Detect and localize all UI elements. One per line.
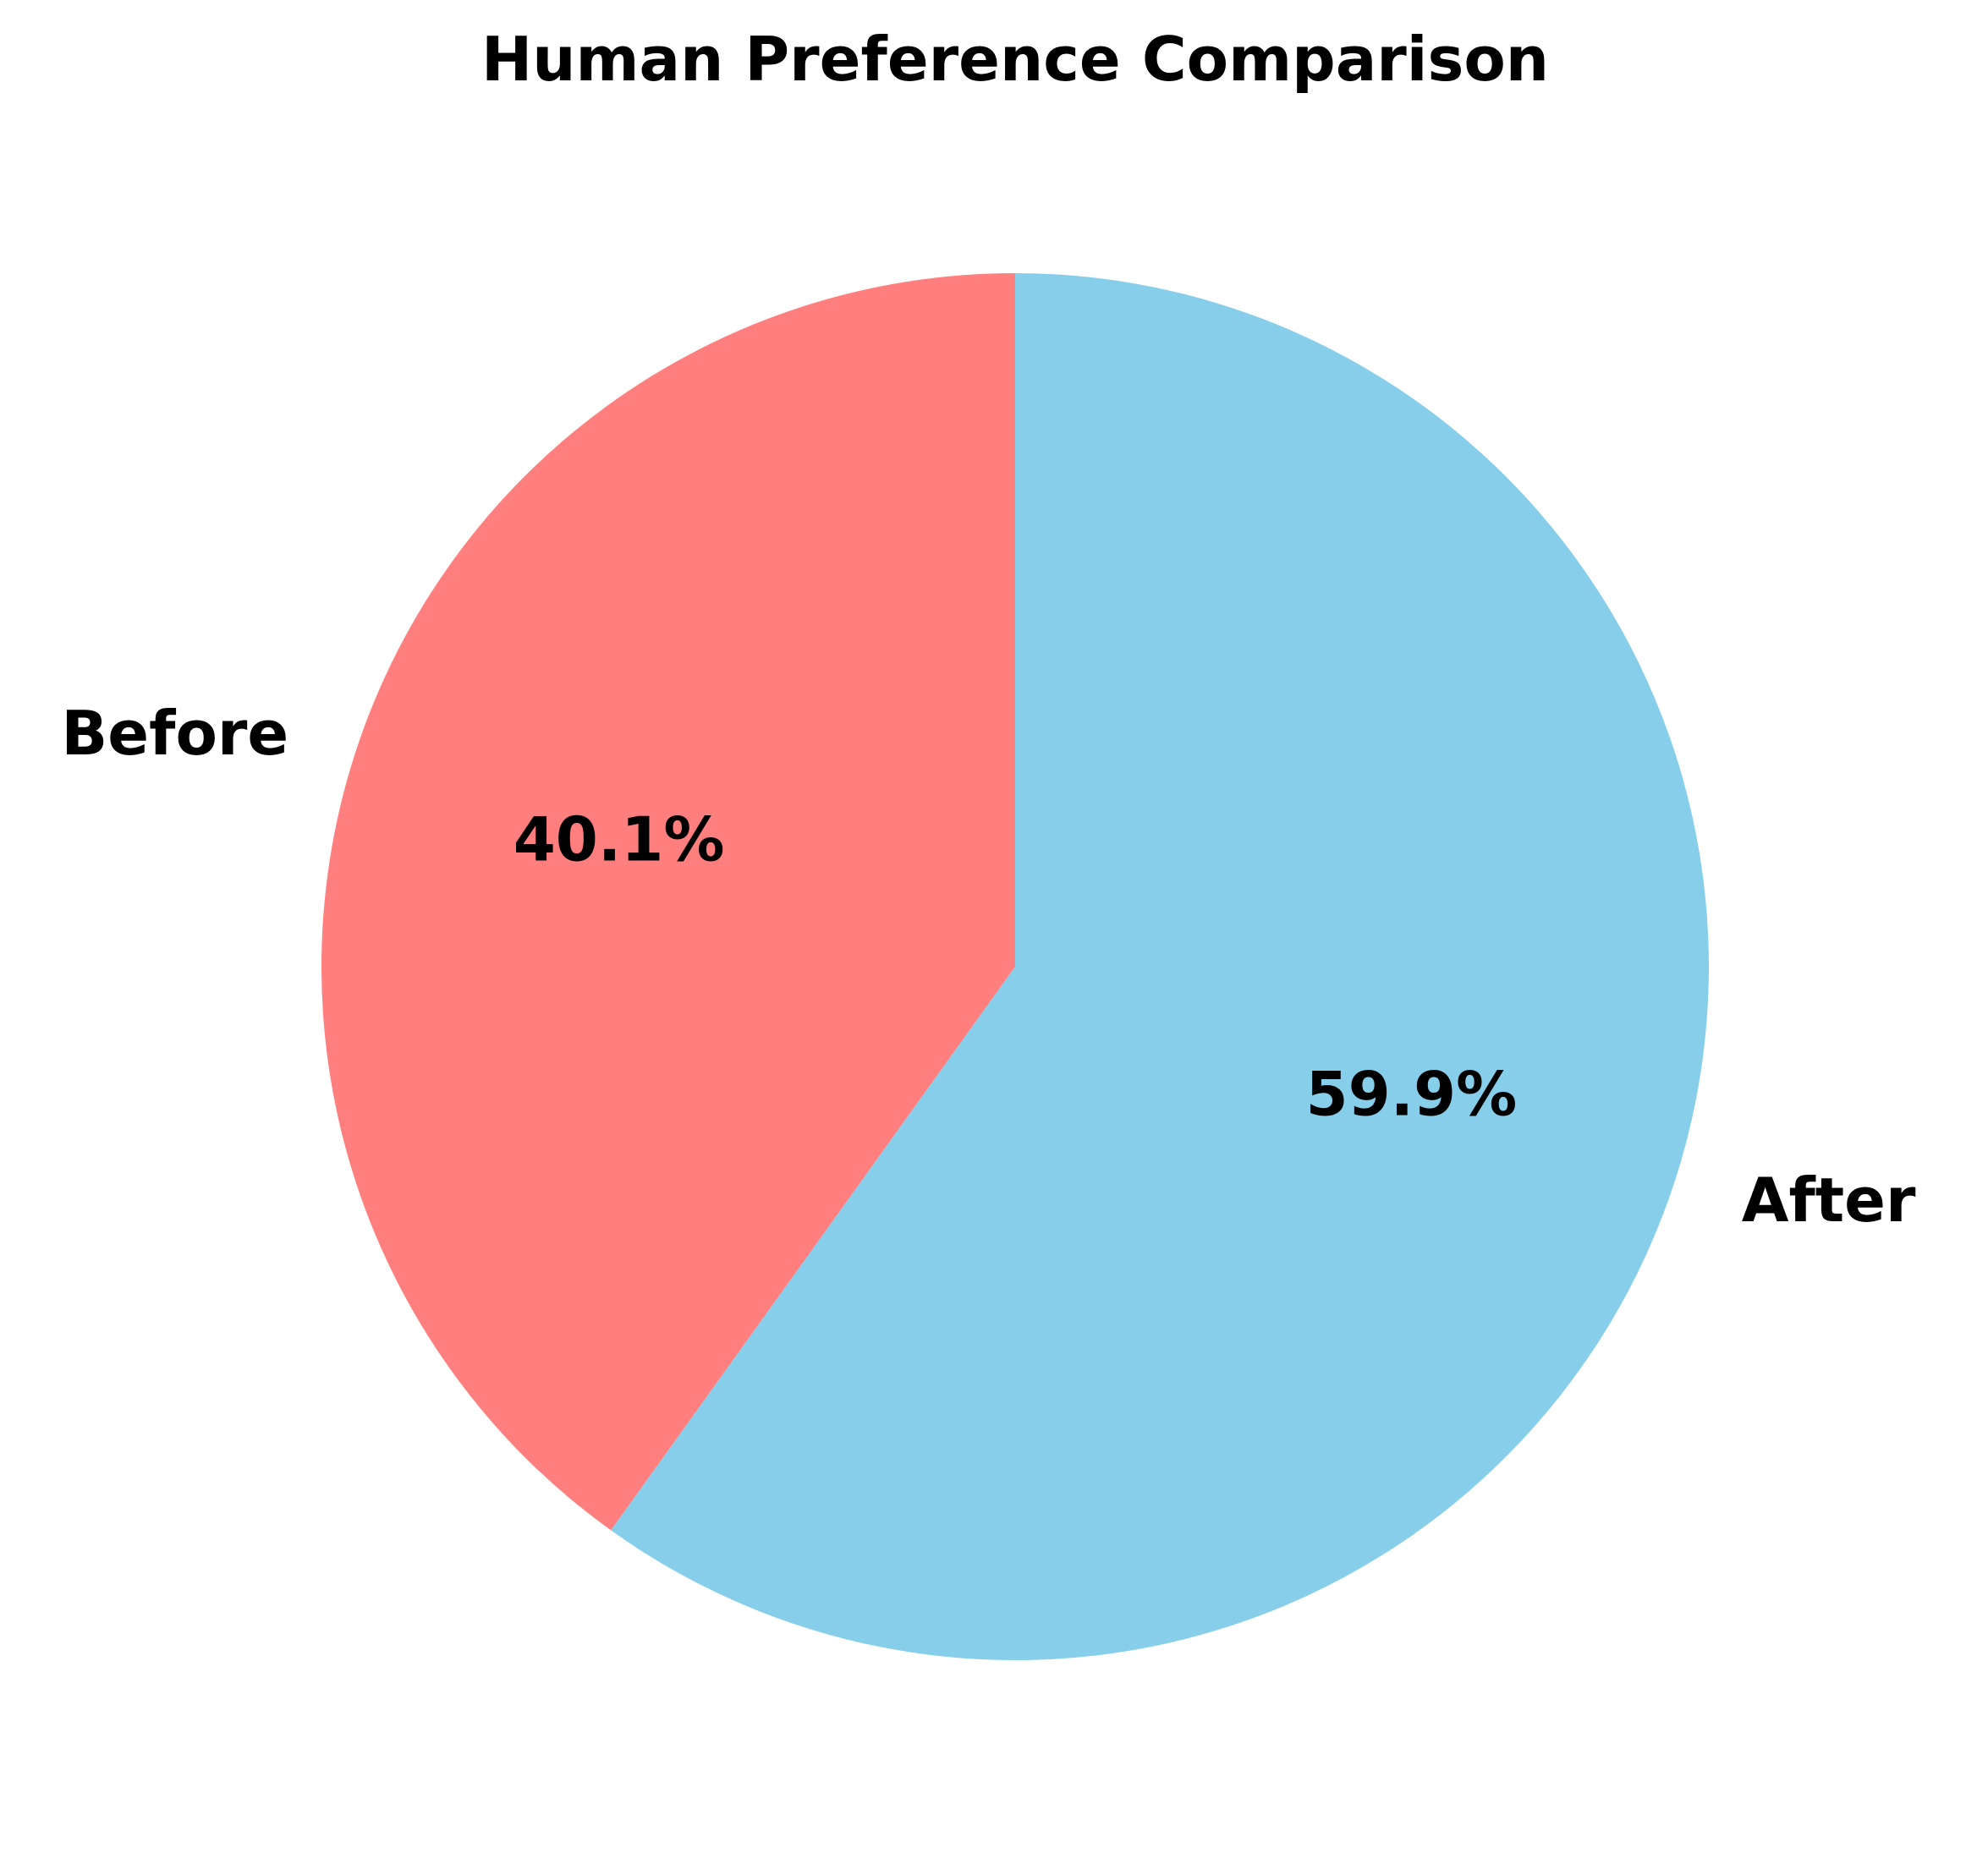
slice-label-before: Before xyxy=(61,698,288,769)
chart-title: Human Preference Comparison xyxy=(481,24,1549,95)
slice-percent-before: 40.1% xyxy=(513,803,725,874)
pie-labels: Before 40.1% After 59.9% xyxy=(61,698,1916,1236)
pie-slice-after xyxy=(611,273,1709,1661)
pie-slices xyxy=(321,273,1709,1661)
slice-percent-after: 59.9% xyxy=(1305,1059,1517,1130)
slice-label-after: After xyxy=(1742,1165,1916,1236)
pie-slice-before xyxy=(321,273,1015,1531)
